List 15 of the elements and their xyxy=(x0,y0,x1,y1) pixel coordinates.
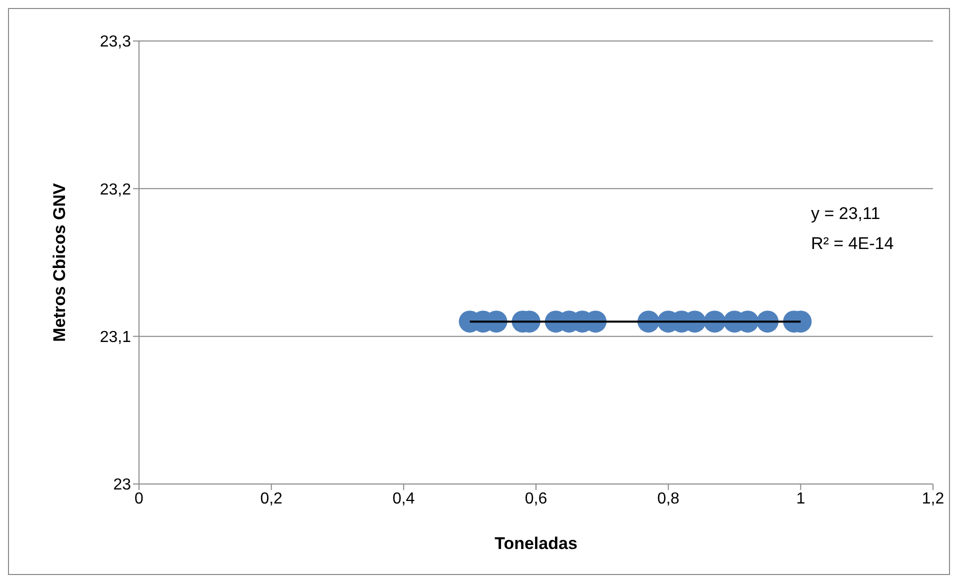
y-tick-label: 23,3 xyxy=(100,34,132,51)
annotation: y = 23,11 xyxy=(811,203,882,225)
y-axis-title: Metros Cbicos GNV xyxy=(50,182,70,342)
x-tick-label: 1 xyxy=(796,490,806,508)
x-tick-label: 0,4 xyxy=(392,490,415,508)
y-tick-label: 23 xyxy=(113,476,132,494)
x-tick-label: 0,6 xyxy=(524,490,548,508)
x-tick-label: 1,2 xyxy=(922,490,944,508)
x-tick-label: 0,2 xyxy=(260,490,283,508)
annotation: R² = 4E-14 xyxy=(811,233,894,255)
y-tick-label: 23,2 xyxy=(100,181,132,198)
x-axis-title: Toneladas xyxy=(494,534,578,553)
x-tick-label: 0,8 xyxy=(657,490,680,508)
y-tick-label: 23,1 xyxy=(100,329,132,346)
x-tick-label: 0 xyxy=(134,490,144,508)
